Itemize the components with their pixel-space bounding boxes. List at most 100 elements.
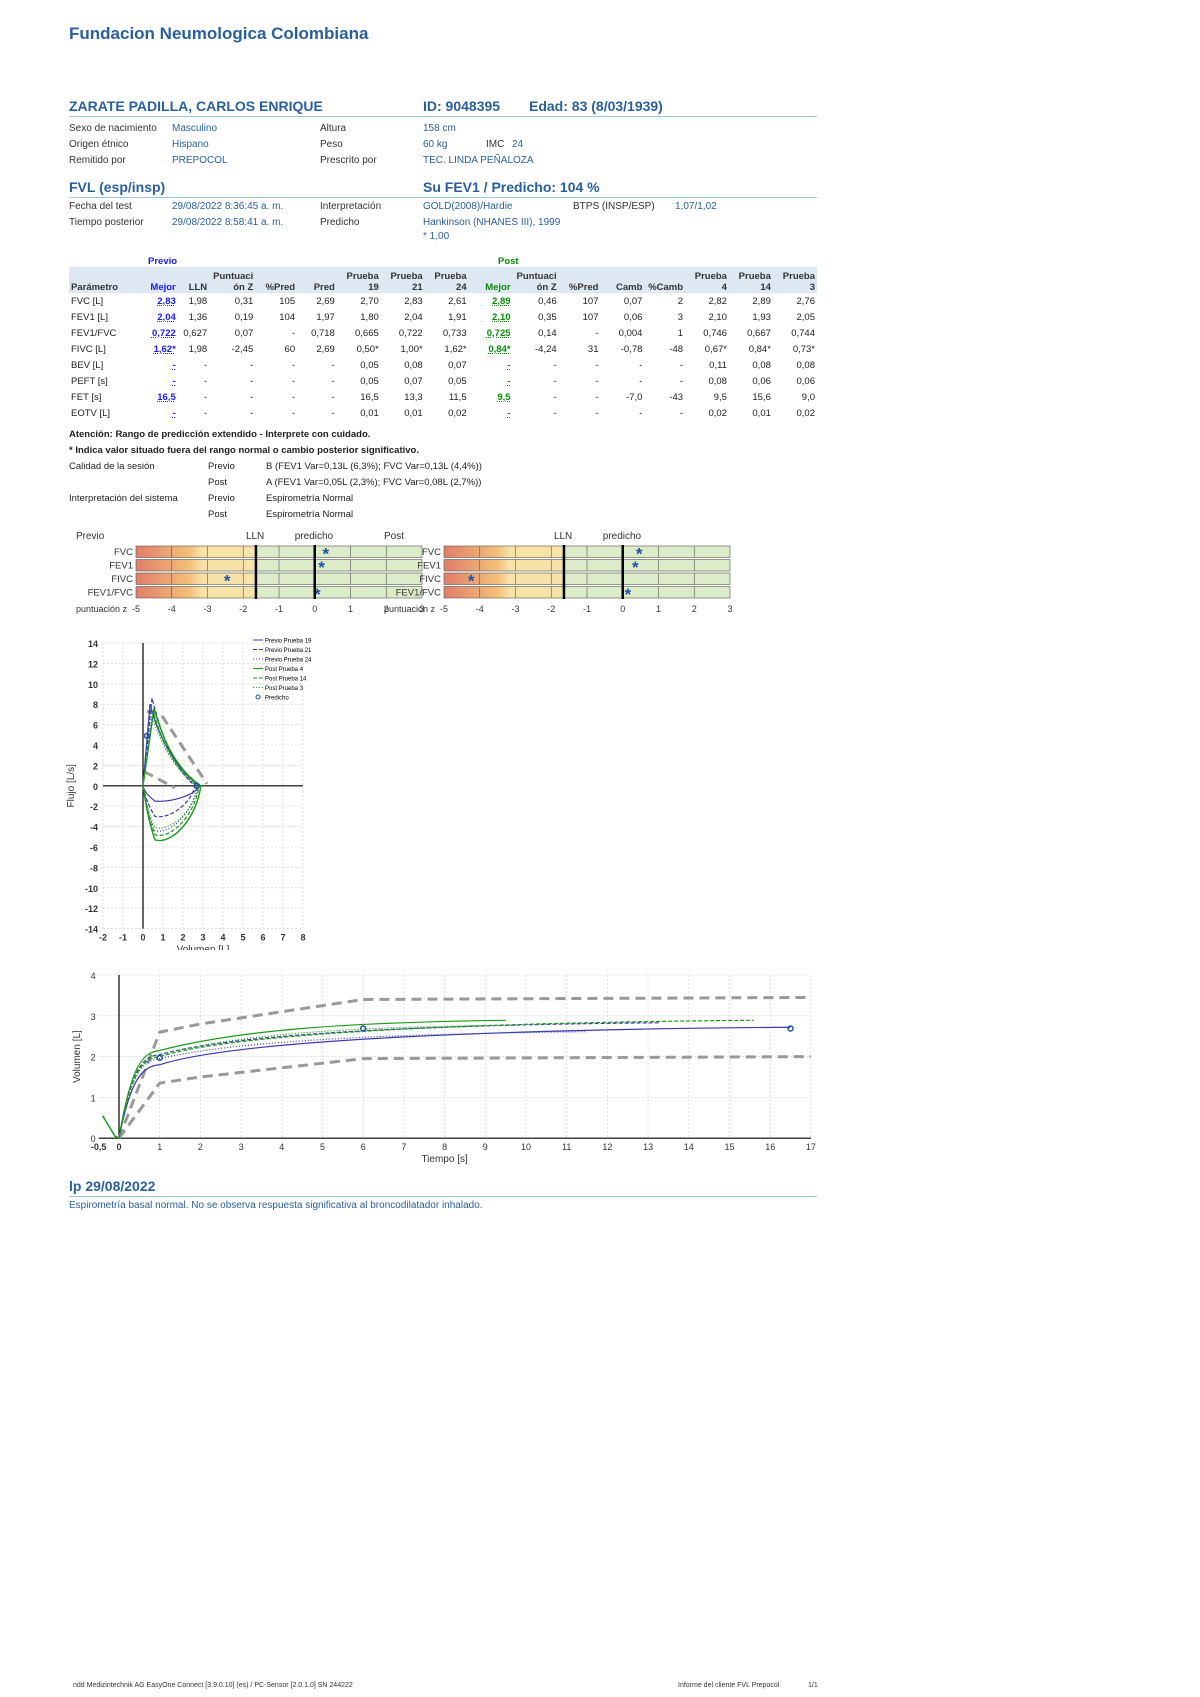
table-cell: 2,89 <box>492 295 511 307</box>
table-cell: - <box>331 391 335 403</box>
footer-left: ndd Medizintechnik AG EasyOne Connect [3… <box>73 1682 353 1689</box>
table-cell: 0,07 <box>623 295 643 307</box>
table-header-cell: Prueba 21 <box>390 271 423 293</box>
table-cell: 0,35 <box>538 311 557 323</box>
flow-ytick: -12 <box>85 904 98 914</box>
table-cell: BEV [L] <box>71 359 104 371</box>
table-header-cell: %Camb <box>648 282 684 293</box>
flow-pred-point <box>143 732 151 740</box>
zscore-tick: -4 <box>168 604 176 614</box>
zscore-tick: -1 <box>583 604 591 614</box>
prescribed-value: TEC. LINDA PEÑALOZA <box>423 155 534 166</box>
table-header-cell: Puntuaci ón Z <box>213 271 254 293</box>
table-cell: 0,02 <box>796 407 816 419</box>
flow-curve <box>142 716 199 829</box>
quality-prev-value: B (FEV1 Var=0,13L (6,3%); FVC Var=0,13L … <box>266 461 482 472</box>
table-cell: 2,69 <box>316 295 335 307</box>
table-cell: -43 <box>669 391 684 403</box>
zscore-tick: -5 <box>132 604 140 614</box>
table-cell: - <box>595 391 599 403</box>
zscore-pred-label: predicho <box>603 531 642 542</box>
vt-ytick: 4 <box>91 971 96 981</box>
zscore-marker: * <box>624 585 631 604</box>
vt-xtick: 6 <box>361 1142 366 1152</box>
zscore-tick: 2 <box>692 604 697 614</box>
vt-xtick: 15 <box>724 1142 734 1152</box>
table-cell: 9,5 <box>497 391 511 403</box>
table-cell: - <box>679 359 684 371</box>
table-cell: 0,722 <box>151 327 176 339</box>
flow-legend-label: Predicho <box>265 696 289 702</box>
table-cell: - <box>203 391 208 403</box>
table-cell: - <box>639 375 643 387</box>
note-asterisk: * Indica valor situado fuera del rango n… <box>69 445 419 456</box>
table-cell: 9,0 <box>801 391 815 403</box>
vt-xtick: 2 <box>198 1142 203 1152</box>
vt-xtick: 11 <box>562 1142 571 1152</box>
flow-legend-label: Previo Prueba 19 <box>265 639 312 645</box>
zscore-row-label: FVC <box>422 547 441 558</box>
table-cell: 0,06 <box>752 375 771 387</box>
flow-ytick: 10 <box>88 680 98 690</box>
table-cell: 2,04 <box>404 311 423 323</box>
table-cell: 104 <box>279 311 296 323</box>
quality-post-value: A (FEV1 Var=0,05L (2,3%); FVC Var=0,08L … <box>266 477 482 488</box>
table-cell: 2,89 <box>752 295 771 307</box>
table-cell: 9,5 <box>713 391 727 403</box>
vt-xtick: 14 <box>684 1142 694 1152</box>
vt-xtick: 7 <box>401 1142 406 1152</box>
zscore-normal-zone <box>255 559 423 572</box>
table-cell: FVC [L] <box>71 295 104 307</box>
table-cell: -0,78 <box>620 343 643 355</box>
flow-xlabel: Volumen [L] <box>177 945 230 950</box>
comment-text: Espirometría basal normal. No se observa… <box>69 1200 483 1211</box>
table-cell: 0,744 <box>791 327 815 339</box>
vt-xtick: 13 <box>643 1142 653 1152</box>
btps-value: 1,07/1,02 <box>675 201 717 212</box>
table-header-cell: Parámetro <box>71 282 118 293</box>
table-row: EOTV [L] - - - - - 0,01 0,01 0,02 - - - - - 0,02 0,01 0,… <box>69 405 817 421</box>
flow-pred-point <box>193 782 201 790</box>
table-cell: 1,98 <box>188 343 208 355</box>
table-cell: - <box>595 375 599 387</box>
vt-xtick: 3 <box>239 1142 244 1152</box>
footer-page: 1/1 <box>808 1682 818 1689</box>
flow-xtick: 1 <box>160 933 165 943</box>
vt-pred-point <box>359 1025 367 1032</box>
table-cell: 107 <box>582 295 599 307</box>
flow-xtick: -1 <box>119 933 127 943</box>
table-row: PEFT [s] - - - - - 0,05 0,07 0,05 - - - - - 0,08 0,06 0,… <box>69 373 817 389</box>
zscore-lln-label: LLN <box>246 531 264 542</box>
table-cell: 0,06 <box>796 375 816 387</box>
vt-ytick: 0 <box>91 1134 96 1144</box>
table-cell: - <box>250 391 254 403</box>
table-cell: 0,667 <box>747 327 771 339</box>
table-cell: PEFT [s] <box>71 375 108 387</box>
table-cell: 0,31 <box>234 295 254 307</box>
table-cell: - <box>553 391 557 403</box>
table-cell: 0,01 <box>404 407 423 419</box>
table-cell: 0,67* <box>704 343 727 355</box>
table-cell: - <box>507 407 511 419</box>
table-cell: - <box>172 407 176 419</box>
flow-ytick: 0 <box>93 782 98 792</box>
vt-xtick: 1 <box>157 1142 162 1152</box>
table-header-cell: Mejor <box>485 282 511 293</box>
zscore-normal-zone <box>255 545 423 558</box>
patient-id: ID: 9048395 <box>423 98 501 114</box>
interp-label: Interpretación <box>320 201 382 212</box>
flow-curve <box>142 697 196 818</box>
table-header-cell: LLN <box>188 282 208 293</box>
zscore-tick: -1 <box>275 604 283 614</box>
vt-xtick: 12 <box>602 1142 612 1152</box>
flow-ytick: 14 <box>88 639 98 649</box>
vt-curve <box>102 1031 588 1140</box>
pred-value: Hankinson (NHANES III), 1999 <box>423 217 561 228</box>
zscore-low-zone <box>443 572 565 585</box>
table-cell: 1,80 <box>360 311 379 323</box>
flow-legend-swatch <box>255 694 261 700</box>
referred-value: PREPOCOL <box>172 155 228 166</box>
zscore-row-label: FIVC <box>111 574 133 585</box>
table-row: FEV1 [L] 2,04 1,36 0,19 104 1,97 1,80 2,04 1,91 2… <box>69 309 817 325</box>
